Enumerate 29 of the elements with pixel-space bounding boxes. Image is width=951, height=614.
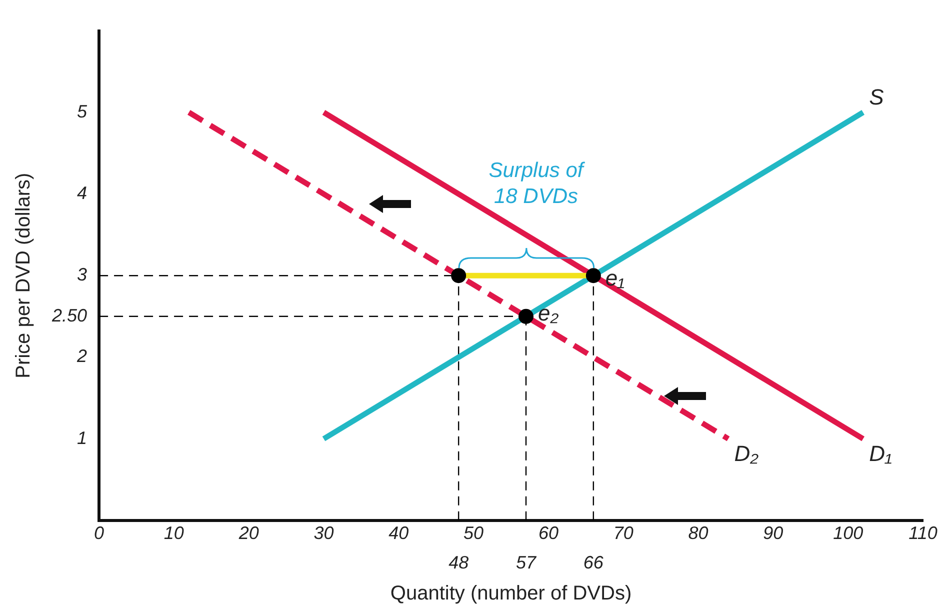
x-tick-label: 90 (763, 523, 784, 544)
series-label: D₂ (734, 440, 760, 466)
x-tick-label: 0 (94, 523, 104, 544)
annotation: Surplus of 18 DVDs (488, 158, 586, 210)
x-tick-label: 30 (314, 523, 334, 544)
y-tick-label: 4 (77, 183, 88, 203)
series-label: S (869, 84, 884, 110)
x-tick-label: 70 (613, 523, 634, 544)
x-tick-label: 10 (164, 523, 184, 544)
series-label: e₁ (605, 266, 625, 291)
y-tick-label: 2.50 (50, 305, 88, 326)
y-tick-label: 1 (77, 428, 88, 448)
x-tick-label: 40 (388, 523, 409, 544)
x-axis-title: Quantity (number of DVDs) (390, 582, 632, 605)
y-tick-label: 2 (76, 346, 88, 366)
x-tick-label: 80 (688, 523, 708, 544)
annotation: 57 (516, 552, 537, 572)
x-tick-label: 100 (833, 523, 864, 544)
y-tick-label: 3 (77, 264, 88, 285)
annotation: 48 (448, 552, 469, 572)
x-tick-label: 60 (538, 523, 558, 544)
y-tick-label: 5 (77, 101, 88, 122)
annotation: 66 (583, 552, 604, 572)
y-axis-title: Price per DVD (dollars) (12, 172, 35, 378)
x-tick-label: 110 (908, 523, 938, 544)
x-tick-label: 20 (238, 523, 259, 544)
series-label: D₁ (869, 440, 892, 466)
x-tick-label: 50 (464, 523, 484, 544)
series-label: e₂ (538, 300, 560, 326)
